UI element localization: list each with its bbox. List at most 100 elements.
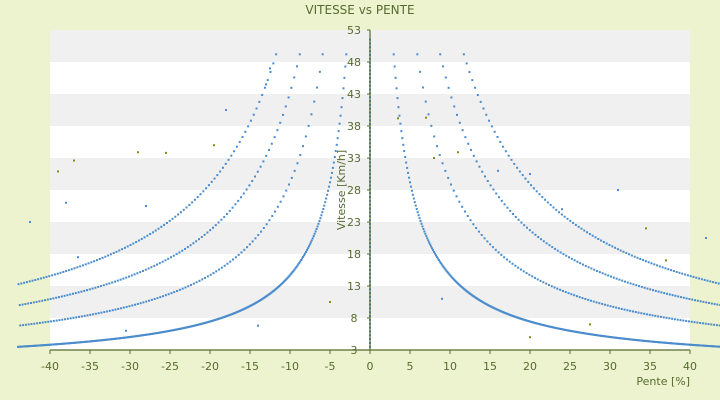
data-point [398, 114, 401, 117]
data-point [497, 169, 499, 172]
data-point [416, 211, 419, 214]
data-point [589, 323, 591, 326]
data-point [517, 218, 520, 221]
data-point [197, 238, 200, 241]
data-point [453, 105, 456, 108]
data-point [261, 94, 264, 97]
data-point [486, 240, 489, 243]
data-point [60, 295, 63, 298]
data-point [430, 245, 433, 248]
data-point [688, 297, 691, 300]
data-point [156, 297, 159, 300]
data-point [710, 302, 713, 305]
data-point [510, 158, 513, 161]
data-point [243, 248, 246, 251]
data-point [686, 274, 689, 277]
data-point [289, 273, 292, 276]
data-point [165, 221, 168, 224]
data-point [436, 257, 439, 260]
data-point [672, 270, 675, 273]
data-point [218, 268, 221, 271]
data-point [158, 262, 161, 265]
data-point [28, 280, 31, 283]
data-point [181, 287, 184, 290]
data-point [248, 184, 251, 187]
data-point [316, 86, 319, 89]
data-point [435, 145, 438, 148]
data-point [645, 227, 647, 230]
data-point [525, 272, 528, 275]
data-point [437, 259, 440, 262]
data-point [601, 272, 604, 275]
data-point [678, 271, 681, 274]
data-point [121, 248, 124, 251]
data-point [718, 324, 720, 327]
data-point [423, 230, 426, 233]
data-point [318, 220, 321, 223]
data-point [107, 254, 110, 257]
data-point [698, 277, 701, 280]
data-point [659, 315, 662, 318]
data-point [195, 281, 198, 284]
data-point [652, 289, 655, 292]
data-point [234, 203, 237, 206]
data-point [248, 243, 251, 246]
data-point [342, 87, 345, 90]
data-point [314, 230, 317, 233]
data-point [67, 269, 70, 272]
data-point [527, 180, 530, 183]
data-point [673, 318, 676, 321]
data-point [154, 229, 157, 232]
data-point [17, 345, 20, 348]
data-point [288, 183, 291, 186]
data-point [656, 264, 659, 267]
data-point [708, 301, 711, 304]
data-point [561, 208, 563, 211]
data-point [546, 201, 549, 204]
data-point [19, 324, 22, 327]
data-point [224, 162, 227, 165]
data-point [144, 268, 147, 271]
data-point [319, 217, 322, 220]
data-point [397, 106, 400, 109]
data-point [79, 265, 82, 268]
data-point [230, 154, 233, 157]
data-point [150, 298, 153, 301]
data-point [675, 270, 678, 273]
data-point [592, 300, 595, 303]
data-point [433, 135, 436, 138]
data-point [509, 209, 512, 212]
x-tick-label: -15 [241, 360, 259, 373]
data-point [64, 318, 67, 321]
data-point [710, 323, 713, 326]
data-point [117, 307, 120, 310]
data-point [695, 276, 698, 279]
data-point [713, 323, 716, 326]
data-point [293, 169, 296, 172]
data-point [279, 200, 282, 203]
data-point [443, 267, 446, 270]
data-point [455, 195, 458, 198]
data-point [498, 196, 501, 199]
data-point [161, 260, 164, 263]
data-point [485, 113, 488, 116]
data-point [114, 308, 117, 311]
data-point [139, 302, 142, 305]
data-point [640, 312, 643, 315]
data-point [321, 53, 324, 56]
data-point [699, 300, 702, 303]
data-point [663, 292, 666, 295]
data-point [21, 303, 24, 306]
data-point [209, 229, 212, 232]
data-point [475, 227, 478, 230]
x-tick-label: 0 [367, 360, 374, 373]
data-point [574, 223, 577, 226]
data-point [174, 215, 177, 218]
data-point [30, 323, 33, 326]
data-point [424, 100, 427, 103]
x-tick-label: 20 [523, 360, 537, 373]
data-point [552, 206, 555, 209]
data-point [468, 70, 471, 73]
data-point [38, 300, 41, 303]
data-point [126, 245, 129, 248]
